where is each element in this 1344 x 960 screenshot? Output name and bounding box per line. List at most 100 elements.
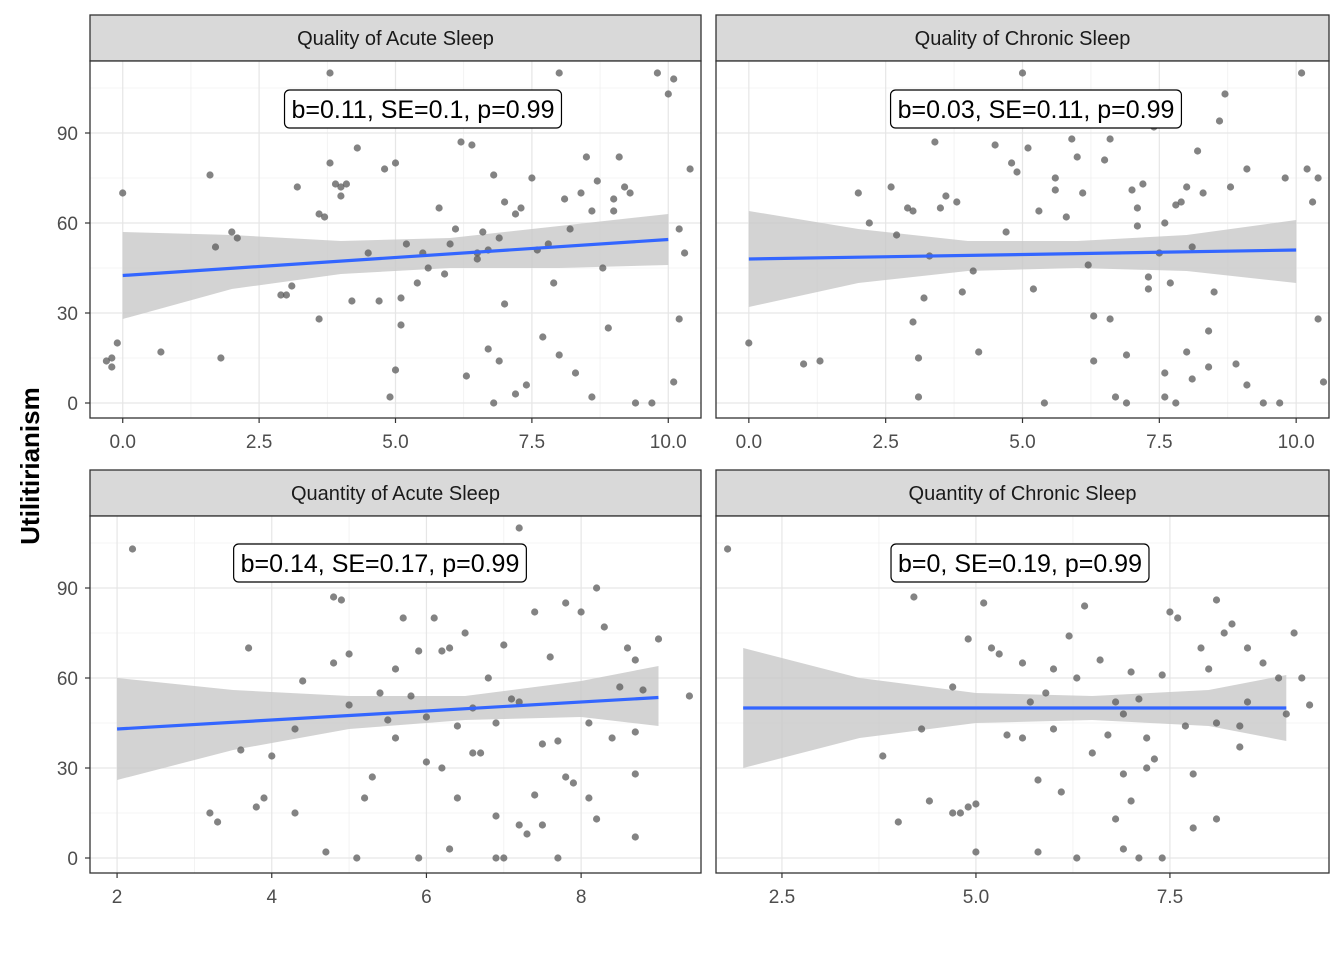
data-point [446,644,454,652]
data-point [490,399,498,407]
data-point [1212,719,1221,727]
data-point [582,153,591,161]
data-point [331,180,340,188]
data-point [555,351,563,359]
panel-strip [715,14,1330,62]
data-point [608,734,616,742]
data-point [1161,369,1169,377]
data-point [206,809,214,817]
data-point [119,189,127,197]
data-point [920,294,928,302]
data-point [1215,117,1224,125]
data-point [1106,135,1114,143]
data-point [604,324,612,332]
data-point [430,614,438,622]
data-point [936,204,945,212]
data-point [453,722,461,730]
data-point [402,240,410,248]
data-point [1197,644,1205,652]
data-point [391,665,400,673]
data-point [473,255,481,263]
data-point [1298,69,1306,77]
data-point [245,644,253,652]
data-point [621,183,629,191]
data-point [1309,198,1317,206]
data-point [1276,399,1284,407]
data-point [585,719,593,727]
y-tick-label: 60 [57,214,78,235]
data-point [1314,174,1322,182]
data-point [949,683,957,691]
data-point [654,635,663,643]
data-point [531,791,539,799]
data-point [515,524,523,532]
data-point [511,210,520,218]
data-point [670,75,678,83]
data-point [1003,731,1011,739]
data-point [879,752,887,760]
data-point [1104,731,1112,739]
data-point [108,363,116,371]
data-point [1158,671,1166,679]
data-point [1119,845,1127,853]
data-point [600,623,608,631]
data-point [1068,135,1076,143]
x-tick-label: 7.5 [1146,432,1172,453]
data-point [1243,165,1251,173]
y-tick-label: 0 [67,394,78,415]
data-point [479,228,487,236]
y-tick-label: 60 [57,669,78,690]
data-point [435,204,443,212]
data-point [1065,632,1073,640]
data-point [626,189,634,197]
annotation-box [283,89,563,129]
data-point [1042,689,1050,697]
data-point [800,360,808,368]
data-point [569,779,578,787]
panel-strip [89,14,702,62]
data-point [492,719,500,727]
data-point [337,183,345,191]
data-point [353,854,361,862]
data-point [217,354,225,362]
data-point [330,593,338,601]
data-point [1243,698,1252,706]
data-point [893,231,901,239]
data-point [588,207,596,215]
data-point [1189,770,1197,778]
data-point [577,608,585,616]
x-tick-label: 5.0 [382,432,408,453]
data-point [639,686,647,694]
data-point [1161,393,1169,401]
data-point [321,213,329,221]
x-tick-label: 2.5 [872,432,898,453]
data-point [108,354,116,362]
data-point [681,249,689,257]
y-tick-label: 30 [57,304,78,325]
data-point [490,171,498,179]
data-point [1062,213,1070,221]
data-point [348,297,356,305]
data-point [337,596,345,604]
data-point [972,800,980,808]
annotation-label: b=0.03, SE=0.11, p=0.99 [889,89,1183,129]
data-point [593,177,601,185]
data-point [571,369,580,377]
y-tick-label: 90 [57,124,78,145]
annotation-text: b=0.14, SE=0.17, p=0.99 [241,550,520,578]
data-point [1128,186,1136,194]
data-point [1026,698,1034,706]
data-point [397,321,405,329]
data-point [686,165,694,173]
data-point [1144,273,1152,281]
data-point [995,650,1003,658]
data-point [492,812,500,820]
data-point [326,69,334,77]
data-point [555,69,563,77]
data-point [457,138,465,146]
data-point [468,141,476,149]
data-point [854,189,862,197]
data-point [233,234,241,242]
data-point [816,357,824,365]
data-point [616,683,624,691]
